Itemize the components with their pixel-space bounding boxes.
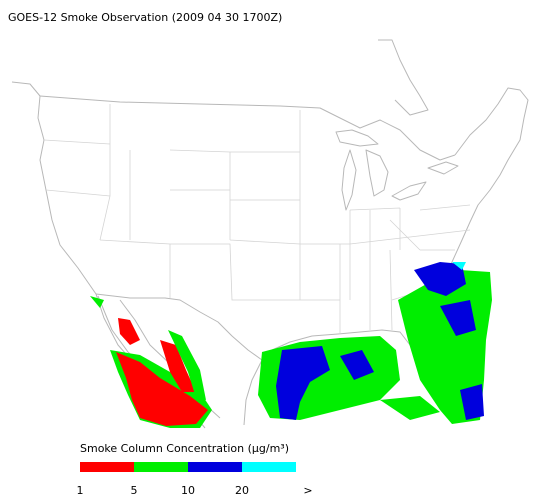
- smoke-green: [168, 330, 206, 400]
- colorbar-tick-label: 20: [235, 484, 249, 497]
- colorbar-segment: [134, 462, 188, 472]
- smoke-red: [116, 352, 208, 426]
- smoke-red: [160, 340, 196, 392]
- colorbar-tick-label: 10: [181, 484, 195, 497]
- colorbar-segment: [80, 462, 134, 472]
- smoke-blue: [414, 262, 466, 296]
- smoke-red: [118, 318, 140, 345]
- smoke-blue: [440, 300, 476, 336]
- colorbar-tick-label: 5: [131, 484, 138, 497]
- smoke-green: [380, 396, 440, 420]
- colorbar-segment: [242, 462, 296, 472]
- map-title: GOES-12 Smoke Observation (2009 04 30 17…: [8, 11, 282, 24]
- colorbar-tick-label: 1: [77, 484, 84, 497]
- smoke-green: [90, 296, 104, 308]
- colorbar-tick-label: >: [303, 484, 312, 497]
- legend-label: Smoke Column Concentration (μg/m³): [80, 442, 289, 455]
- colorbar: 1 5 10 20 >: [77, 462, 313, 497]
- smoke-blue: [460, 384, 484, 420]
- smoke-blue: [340, 350, 374, 380]
- colorbar-segment: [188, 462, 242, 472]
- smoke-plumes: [90, 262, 492, 428]
- smoke-cyan: [452, 262, 466, 270]
- smoke-blue: [276, 346, 330, 420]
